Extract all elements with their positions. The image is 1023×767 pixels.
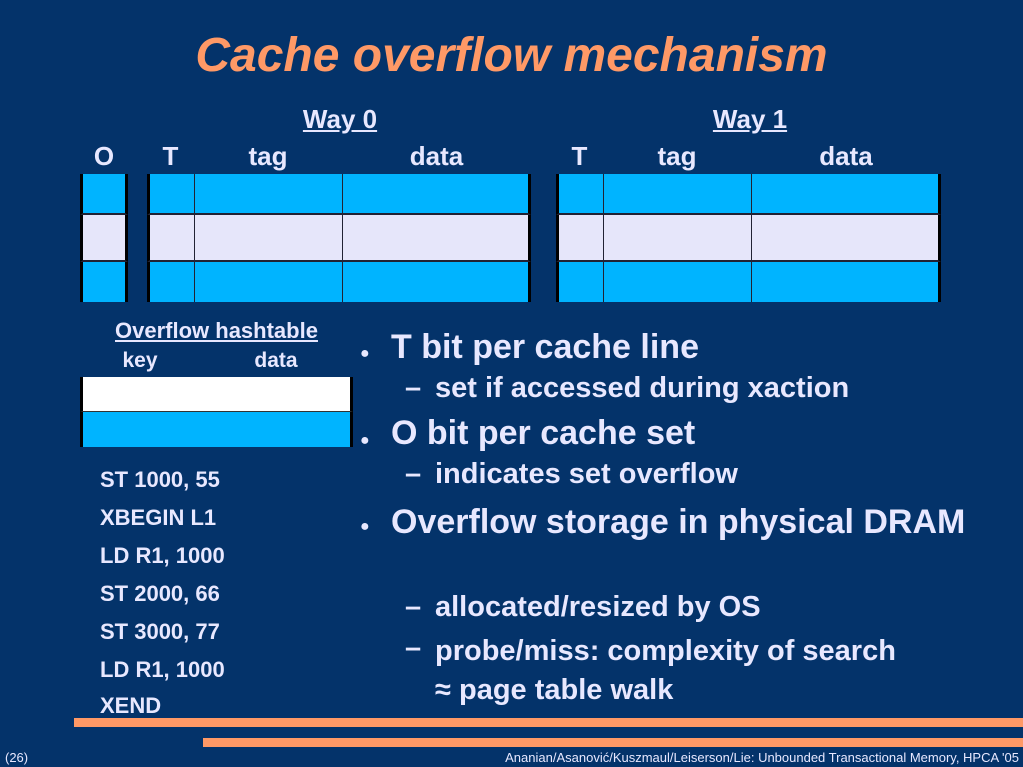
cache-cell bbox=[556, 174, 603, 215]
hashtable-cell bbox=[199, 412, 353, 447]
bullet-icon: ● bbox=[360, 432, 370, 449]
col-data-way1: data bbox=[819, 141, 873, 171]
code-line: XEND bbox=[100, 693, 162, 718]
cache-cell bbox=[603, 215, 751, 262]
page-number: (26) bbox=[5, 750, 29, 765]
hashtable-col-key: key bbox=[122, 349, 158, 372]
code-line: XBEGIN L1 bbox=[100, 505, 217, 530]
footer-citation: Ananian/Asanović/Kuszmaul/Leiserson/Lie:… bbox=[505, 750, 1019, 765]
col-t-way0: T bbox=[162, 141, 179, 171]
divider-bar bbox=[203, 738, 1023, 747]
cache-cell bbox=[556, 262, 603, 302]
code-line: ST 2000, 66 bbox=[100, 581, 220, 606]
hashtable-cell bbox=[80, 412, 200, 447]
cache-cell bbox=[80, 215, 128, 262]
cache-cell bbox=[751, 262, 941, 302]
cache-cell bbox=[147, 215, 194, 262]
dash-icon: – bbox=[405, 632, 422, 664]
col-o: O bbox=[93, 141, 115, 171]
bullet-icon: ● bbox=[360, 345, 370, 362]
hashtable-title: Overflow hashtable bbox=[115, 318, 318, 343]
sub-bullet: probe/miss: complexity of search ≈ page … bbox=[435, 635, 896, 706]
cache-cell bbox=[194, 174, 342, 215]
cache-cell bbox=[603, 262, 751, 302]
cache-cell bbox=[147, 174, 194, 215]
divider-bar bbox=[74, 718, 1023, 727]
col-data-way0: data bbox=[409, 141, 464, 171]
code-line: ST 1000, 55 bbox=[100, 467, 220, 492]
bullet: Overflow storage in physical DRAM bbox=[391, 503, 966, 541]
col-t-way1: T bbox=[571, 141, 588, 171]
hashtable-cell bbox=[199, 377, 353, 412]
cache-cell bbox=[147, 262, 194, 302]
cache-cell bbox=[80, 262, 128, 302]
col-tag-way0: tag bbox=[248, 141, 288, 171]
bullet: O bit per cache set bbox=[391, 414, 696, 452]
bullet-icon: ● bbox=[360, 518, 370, 535]
cache-cell bbox=[194, 215, 342, 262]
cache-cell bbox=[751, 174, 941, 215]
code-line: LD R1, 1000 bbox=[100, 543, 225, 568]
code-line: LD R1, 1000 bbox=[100, 657, 225, 682]
hashtable-col-data: data bbox=[254, 349, 298, 372]
dash-icon: – bbox=[405, 591, 422, 623]
sub-bullet: allocated/resized by OS bbox=[435, 591, 761, 623]
dash-icon: – bbox=[405, 372, 422, 404]
cache-cell bbox=[342, 262, 531, 302]
bullet: T bit per cache line bbox=[391, 328, 699, 366]
way0-label: Way 0 bbox=[302, 104, 378, 134]
way1-label: Way 1 bbox=[712, 104, 788, 134]
cache-cell bbox=[342, 215, 531, 262]
dash-icon: – bbox=[405, 458, 422, 490]
cache-cell bbox=[80, 174, 128, 215]
cache-cell bbox=[556, 215, 603, 262]
code-line: ST 3000, 77 bbox=[100, 619, 220, 644]
sub-bullet: indicates set overflow bbox=[435, 458, 738, 490]
cache-cell bbox=[342, 174, 531, 215]
cache-cell bbox=[194, 262, 342, 302]
sub-bullet: set if accessed during xaction bbox=[435, 372, 850, 404]
hashtable-cell bbox=[80, 377, 200, 412]
slide-title: Cache overflow mechanism bbox=[195, 29, 828, 82]
cache-cell bbox=[751, 215, 941, 262]
cache-cell bbox=[603, 174, 751, 215]
col-tag-way1: tag bbox=[657, 141, 697, 171]
